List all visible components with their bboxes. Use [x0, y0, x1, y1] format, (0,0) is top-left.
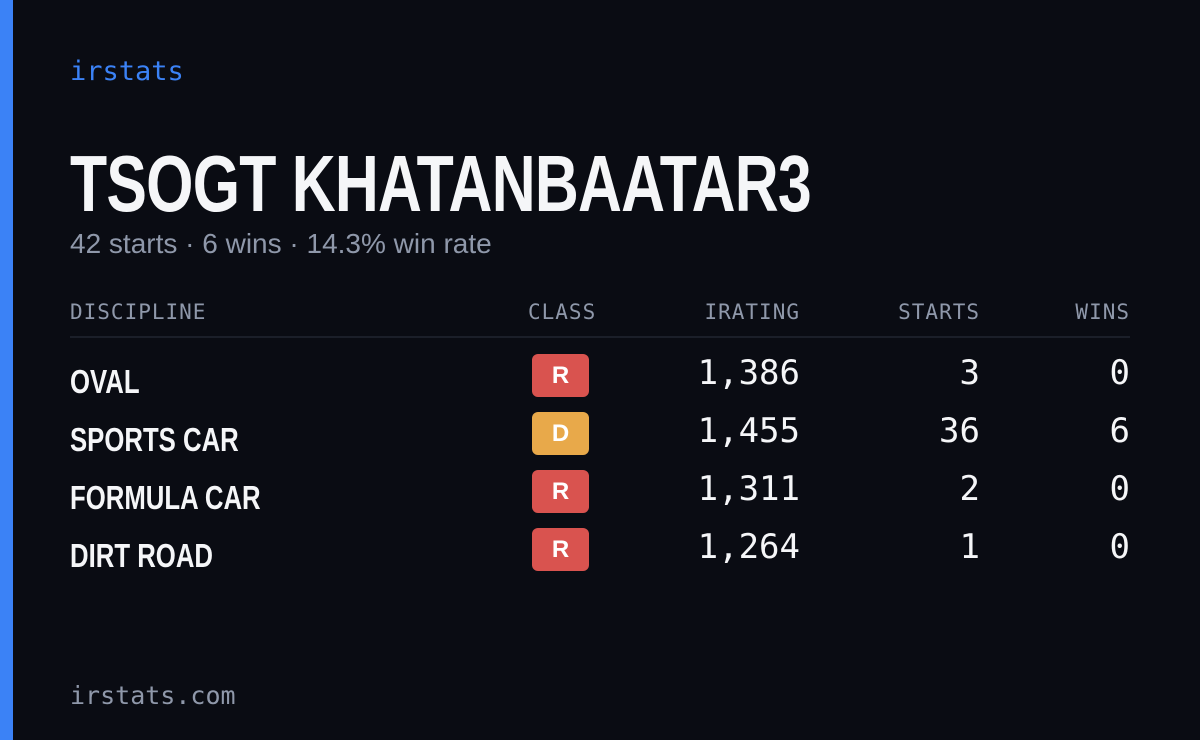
column-header: STARTS	[898, 300, 980, 324]
starts: 2	[959, 469, 980, 509]
class-badge: R	[532, 528, 589, 571]
brand: irstats	[70, 56, 184, 87]
irating: 1,455	[697, 411, 800, 451]
discipline: OVAL	[70, 363, 140, 400]
class-badge: R	[532, 470, 589, 513]
title: TSOGT KHATANBAATAR3	[70, 139, 812, 228]
discipline: SPORTS CAR	[70, 421, 239, 458]
accent-bar	[0, 0, 13, 740]
discipline: DIRT ROAD	[70, 537, 213, 574]
footer: irstats.com	[70, 681, 236, 710]
column-header: DISCIPLINE	[70, 300, 207, 324]
column-header: WINS	[1075, 300, 1130, 324]
column-header: IRATING	[704, 300, 800, 324]
discipline: FORMULA CAR	[70, 479, 261, 516]
wins: 0	[1109, 469, 1130, 509]
wins: 0	[1109, 527, 1130, 567]
starts: 1	[959, 527, 980, 567]
irating: 1,311	[697, 469, 800, 509]
starts: 3	[959, 353, 980, 393]
class-badge: R	[532, 354, 589, 397]
irating: 1,386	[697, 353, 800, 393]
wins: 0	[1109, 353, 1130, 393]
wins: 6	[1109, 411, 1130, 451]
starts: 36	[939, 411, 980, 451]
column-header: CLASS	[528, 300, 597, 324]
subtitle: 42 starts · 6 wins · 14.3% win rate	[70, 228, 492, 259]
irating: 1,264	[697, 527, 800, 567]
divider	[70, 336, 1130, 338]
class-badge: D	[532, 412, 589, 455]
